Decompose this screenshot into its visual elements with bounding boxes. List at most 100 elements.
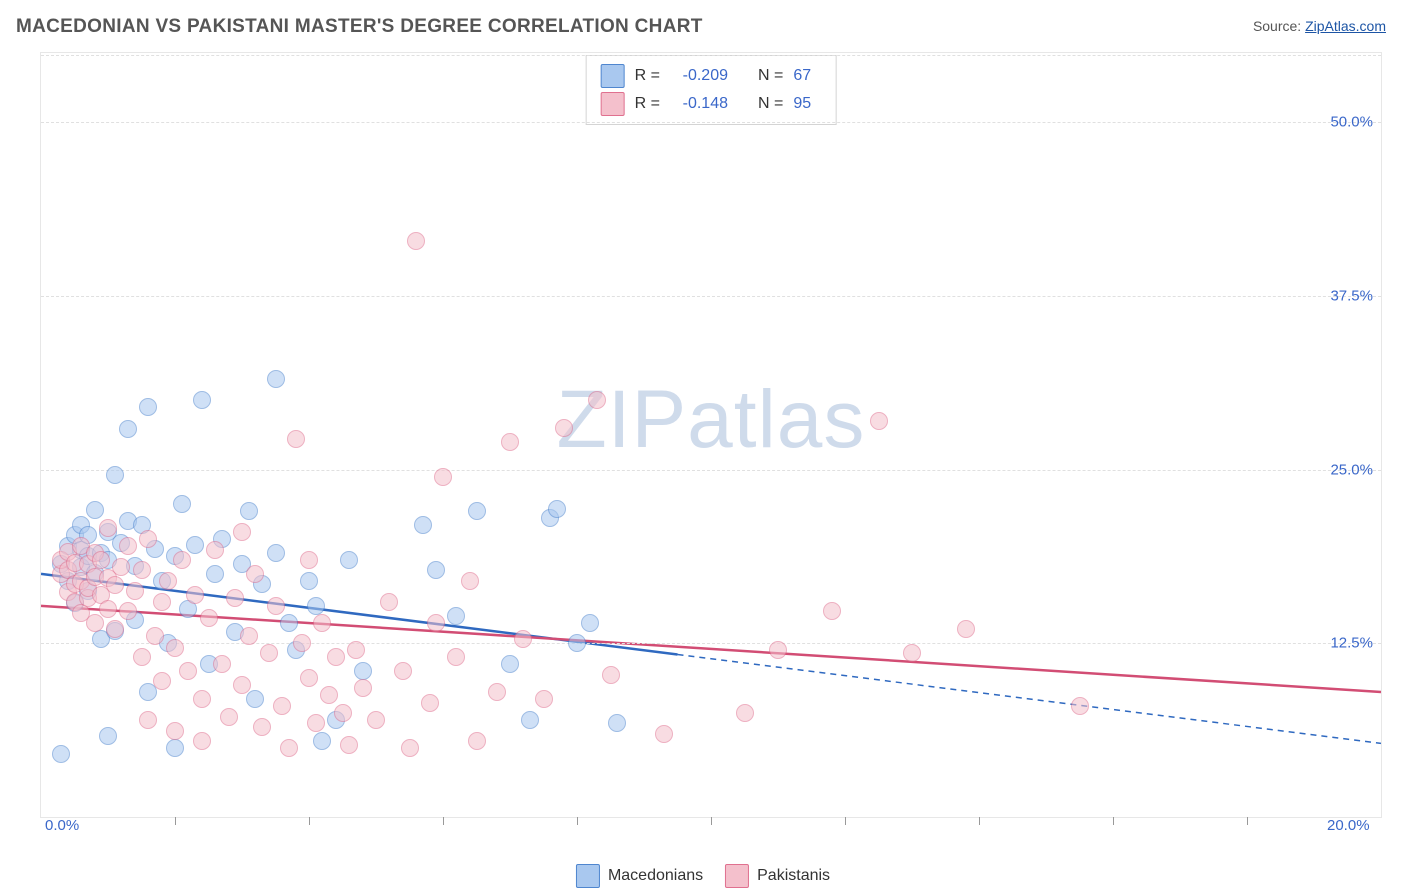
data-point — [334, 704, 352, 722]
data-point — [146, 627, 164, 645]
data-point — [280, 739, 298, 757]
data-point — [535, 690, 553, 708]
watermark: ZIPatlas — [557, 373, 866, 467]
swatch-pakistanis — [725, 864, 749, 888]
data-point — [903, 644, 921, 662]
data-point — [354, 679, 372, 697]
data-point — [870, 412, 888, 430]
data-point — [159, 572, 177, 590]
data-point — [468, 502, 486, 520]
x-tick-label: 20.0% — [1327, 817, 1370, 834]
data-point — [521, 711, 539, 729]
x-tick — [443, 817, 444, 825]
data-point — [193, 690, 211, 708]
data-point — [354, 662, 372, 680]
legend-label: Pakistanis — [757, 867, 830, 885]
data-point — [260, 644, 278, 662]
stats-legend: R = -0.209 N = 67 R = -0.148 N = 95 — [586, 55, 837, 125]
data-point — [367, 711, 385, 729]
data-point — [206, 541, 224, 559]
swatch-pakistanis — [601, 92, 625, 116]
data-point — [233, 523, 251, 541]
data-point — [736, 704, 754, 722]
data-point — [588, 391, 606, 409]
data-point — [394, 662, 412, 680]
data-point — [313, 614, 331, 632]
data-point — [86, 614, 104, 632]
data-point — [957, 620, 975, 638]
data-point — [173, 495, 191, 513]
data-point — [267, 370, 285, 388]
r-value: -0.209 — [670, 67, 728, 85]
data-point — [267, 597, 285, 615]
data-point — [287, 430, 305, 448]
plot-area: ZIPatlas R = -0.209 N = 67 R = -0.148 N … — [40, 52, 1382, 818]
data-point — [347, 641, 365, 659]
gridline — [41, 470, 1381, 471]
series-legend: Macedonians Pakistanis — [576, 864, 830, 888]
chart-title: MACEDONIAN VS PAKISTANI MASTER'S DEGREE … — [16, 16, 703, 38]
source-attribution: Source: ZipAtlas.com — [1253, 18, 1386, 34]
data-point — [246, 690, 264, 708]
data-point — [267, 544, 285, 562]
n-value: 95 — [793, 95, 821, 113]
data-point — [246, 565, 264, 583]
data-point — [581, 614, 599, 632]
gridline — [41, 122, 1381, 123]
data-point — [206, 565, 224, 583]
data-point — [153, 672, 171, 690]
x-tick — [979, 817, 980, 825]
y-tick-label: 12.5% — [1330, 635, 1373, 652]
data-point — [421, 694, 439, 712]
data-point — [193, 732, 211, 750]
data-point — [488, 683, 506, 701]
data-point — [602, 666, 620, 684]
data-point — [240, 502, 258, 520]
data-point — [568, 634, 586, 652]
data-point — [139, 530, 157, 548]
data-point — [655, 725, 673, 743]
y-tick-label: 37.5% — [1330, 288, 1373, 305]
swatch-macedonians — [601, 64, 625, 88]
x-tick — [845, 817, 846, 825]
data-point — [401, 739, 419, 757]
source-link[interactable]: ZipAtlas.com — [1305, 18, 1386, 34]
data-point — [468, 732, 486, 750]
y-tick-label: 50.0% — [1330, 114, 1373, 131]
data-point — [320, 686, 338, 704]
stats-row-macedonians: R = -0.209 N = 67 — [601, 62, 822, 90]
data-point — [340, 736, 358, 754]
data-point — [106, 620, 124, 638]
data-point — [1071, 697, 1089, 715]
stats-row-pakistanis: R = -0.148 N = 95 — [601, 90, 822, 118]
data-point — [126, 582, 144, 600]
x-tick — [309, 817, 310, 825]
data-point — [52, 745, 70, 763]
data-point — [166, 722, 184, 740]
data-point — [240, 627, 258, 645]
x-tick — [577, 817, 578, 825]
data-point — [99, 600, 117, 618]
data-point — [233, 676, 251, 694]
data-point — [548, 500, 566, 518]
data-point — [380, 593, 398, 611]
data-point — [139, 711, 157, 729]
x-tick — [1247, 817, 1248, 825]
x-tick — [711, 817, 712, 825]
data-point — [608, 714, 626, 732]
data-point — [133, 561, 151, 579]
y-tick-label: 25.0% — [1330, 461, 1373, 478]
data-point — [153, 593, 171, 611]
data-point — [313, 732, 331, 750]
gridline — [41, 643, 1381, 644]
data-point — [769, 641, 787, 659]
data-point — [300, 572, 318, 590]
data-point — [501, 433, 519, 451]
gridline — [41, 296, 1381, 297]
n-value: 67 — [793, 67, 821, 85]
legend-item-macedonians: Macedonians — [576, 864, 703, 888]
data-point — [307, 597, 325, 615]
legend-label: Macedonians — [608, 867, 703, 885]
data-point — [173, 551, 191, 569]
data-point — [514, 630, 532, 648]
